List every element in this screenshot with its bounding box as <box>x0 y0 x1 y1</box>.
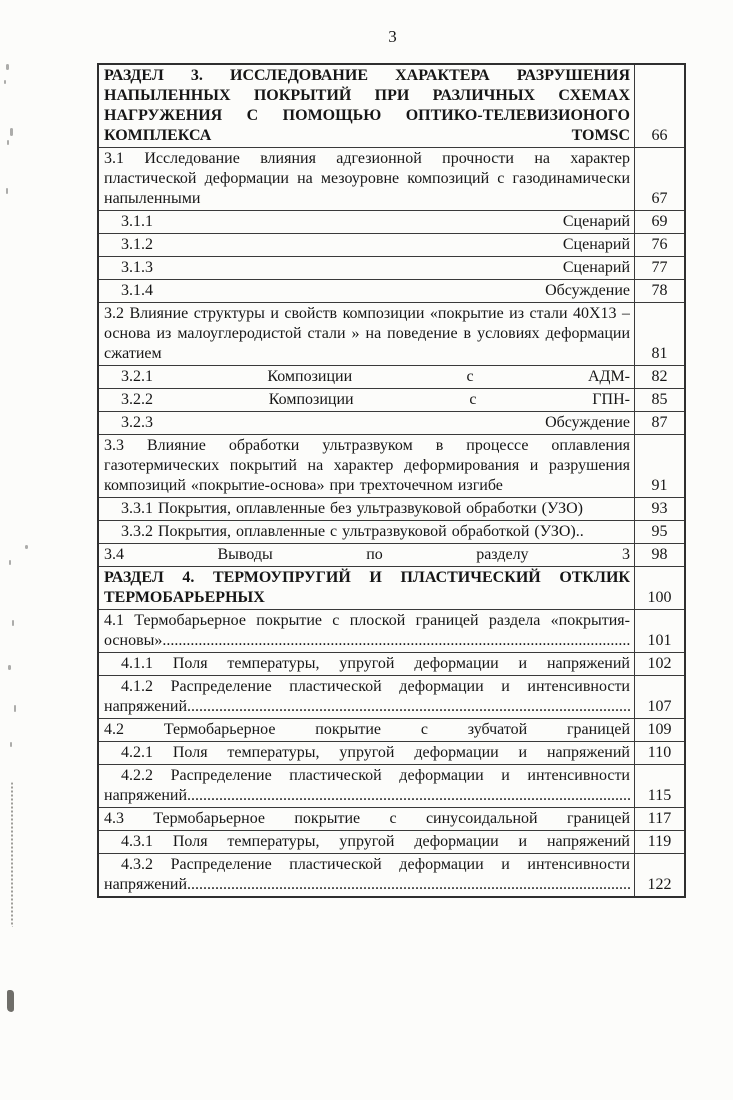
toc-entry-text: 4.2 Термобарьерное покрытие с зубчатой г… <box>104 721 630 738</box>
toc-row: 4.1 Термобарьерное покрытие с плоской гр… <box>99 609 684 652</box>
scan-artifact <box>12 620 14 626</box>
toc-row: 3.1.4 Обсуждение результатов............… <box>99 279 684 302</box>
toc-page-number: 122 <box>647 876 672 893</box>
toc-row: 3.1 Исследование влияния адгезионной про… <box>99 147 684 210</box>
toc-entry-text: РАЗДЕЛ 3. ИССЛЕДОВАНИЕ ХАРАКТЕРА РАЗРУШЕ… <box>104 67 630 144</box>
toc-entry-text: 4.1.1 Поля температуры, упругой деформац… <box>121 655 630 672</box>
toc-entry-text: 4.2.2 Распределение пластической деформа… <box>104 767 630 804</box>
toc-page-number: 98 <box>651 546 668 563</box>
scan-artifact <box>4 80 6 84</box>
scan-artifact <box>14 705 16 712</box>
toc-page-number: 107 <box>647 698 672 715</box>
toc-entry-text: 4.3.2 Распределение пластической деформа… <box>104 856 630 893</box>
toc-entry-text: 4.2.1 Поля температуры, упругой деформац… <box>121 744 630 761</box>
toc-entry-text: 3.4 Выводы по разделу 3 <box>104 546 630 563</box>
toc-row: 3.4 Выводы по разделу 3 ................… <box>99 543 684 566</box>
toc-entry-text: 3.1 Исследование влияния адгезионной про… <box>104 150 630 207</box>
scan-artifact <box>25 545 28 549</box>
toc-page-number: 102 <box>647 655 672 672</box>
toc-page-number: 66 <box>651 127 668 144</box>
toc-row: 3.1.2 Сценарий 2........................… <box>99 233 684 256</box>
toc-page-number: 117 <box>647 810 672 827</box>
toc-row: 4.1.1 Поля температуры, упругой деформац… <box>99 652 684 675</box>
dot-leader: ........................................… <box>187 787 630 804</box>
toc-page-number: 101 <box>647 632 672 649</box>
toc-page-number: 85 <box>651 391 668 408</box>
toc-row: 4.2.2 Распределение пластической деформа… <box>99 764 684 807</box>
toc-entry-text: 3.3.1 Покрытия, оплавленные без ультразв… <box>121 500 583 517</box>
toc-entry-text: 3.2 Влияние структуры и свойств композиц… <box>104 305 630 362</box>
toc-page-number: 109 <box>647 721 672 738</box>
toc-page-number: 93 <box>651 500 668 517</box>
toc-page-number: 67 <box>651 190 668 207</box>
toc-row: 4.3.2 Распределение пластической деформа… <box>99 853 684 896</box>
toc-row: 3.2.3 Обсуждение результатов............… <box>99 411 684 434</box>
toc-row: 4.2 Термобарьерное покрытие с зубчатой г… <box>99 718 684 741</box>
toc-row: 3.3.1 Покрытия, оплавленные без ультразв… <box>99 497 684 520</box>
toc-row: 3.3 Влияние обработки ультразвуком в про… <box>99 434 684 497</box>
toc-entry-text: 3.3 Влияние обработки ультразвуком в про… <box>104 437 630 494</box>
toc-entry-text: 3.2.2 Композиции с ГПН-покрытием <box>121 391 630 408</box>
toc-entry-text: 3.1.3 Сценарий 3 <box>121 259 630 276</box>
toc-row: РАЗДЕЛ 4. ТЕРМОУПРУГИЙ И ПЛАСТИЧЕСКИЙ ОТ… <box>99 566 684 609</box>
scan-artifact <box>9 560 11 565</box>
toc-entry-text: 3.1.1 Сценарий 1 <box>121 213 630 230</box>
scan-artifact <box>8 665 11 670</box>
toc-row: 3.1.1 Сценарий 1........................… <box>99 210 684 233</box>
toc-entry-text: 4.1.2 Распределение пластической деформа… <box>104 678 630 715</box>
toc-page-number: 87 <box>651 414 668 431</box>
toc-row: 4.3.1 Поля температуры, упругой деформац… <box>99 830 684 853</box>
toc-entry-text: 4.3.1 Поля температуры, упругой деформац… <box>121 833 630 850</box>
scan-artifact <box>6 188 8 194</box>
toc-entry-text: 4.1 Термобарьерное покрытие с плоской гр… <box>104 612 630 649</box>
toc-row: 3.2.2 Композиции с ГПН-покрытием........… <box>99 388 684 411</box>
toc-page-number: 115 <box>647 787 672 804</box>
toc-entry-text: 4.3 Термобарьерное покрытие с синусоидал… <box>104 810 630 827</box>
toc-page-number: 77 <box>651 259 668 276</box>
toc-page-number: 110 <box>647 744 672 761</box>
toc-page-number: 76 <box>651 236 668 253</box>
scan-artifact <box>7 140 9 145</box>
scan-artifact <box>7 990 14 1012</box>
scan-artifact <box>11 782 16 927</box>
toc-page-number: 78 <box>651 282 668 299</box>
dot-leader: ........................................… <box>187 698 630 715</box>
toc-row: 3.3.2 Покрытия, оплавленные с ультразвук… <box>99 520 684 543</box>
toc-page-number: 100 <box>647 589 672 606</box>
toc-row: 3.1.3 Сценарий 3........................… <box>99 256 684 279</box>
toc-entry-text: 3.2.1 Композиции с АДМ-покрытием <box>121 368 630 385</box>
toc-row: 4.3 Термобарьерное покрытие с синусоидал… <box>99 807 684 830</box>
toc-page-number: 91 <box>651 477 668 494</box>
toc-page-number: 69 <box>651 213 668 230</box>
scan-artifact <box>10 742 12 747</box>
scan-artifact <box>10 128 13 136</box>
toc-page-number: 95 <box>651 523 668 540</box>
toc-entry-text: 3.2.3 Обсуждение результатов <box>121 414 630 431</box>
toc-entry-text: РАЗДЕЛ 4. ТЕРМОУПРУГИЙ И ПЛАСТИЧЕСКИЙ ОТ… <box>104 569 630 606</box>
toc-entry-text: 3.1.2 Сценарий 2 <box>121 236 630 253</box>
toc-row: РАЗДЕЛ 3. ИССЛЕДОВАНИЕ ХАРАКТЕРА РАЗРУШЕ… <box>99 65 684 147</box>
toc-page-number: 119 <box>647 833 672 850</box>
toc-page-number: 82 <box>651 368 668 385</box>
page-number-header: 3 <box>388 27 397 46</box>
toc-entry-text: 3.3.2 Покрытия, оплавленные с ультразвук… <box>121 523 584 540</box>
toc-row: 4.1.2 Распределение пластической деформа… <box>99 675 684 718</box>
toc-table: РАЗДЕЛ 3. ИССЛЕДОВАНИЕ ХАРАКТЕРА РАЗРУШЕ… <box>97 63 686 898</box>
scan-artifact <box>6 64 9 70</box>
toc-page-number: 81 <box>651 345 668 362</box>
toc-row: 3.2 Влияние структуры и свойств композиц… <box>99 302 684 365</box>
dot-leader: ........................................… <box>187 876 630 893</box>
dot-leader: ........................................… <box>162 632 630 649</box>
toc-row: 3.2.1 Композиции с АДМ-покрытием........… <box>99 365 684 388</box>
toc-row: 4.2.1 Поля температуры, упругой деформац… <box>99 741 684 764</box>
toc-entry-text: 3.1.4 Обсуждение результатов <box>121 282 630 299</box>
